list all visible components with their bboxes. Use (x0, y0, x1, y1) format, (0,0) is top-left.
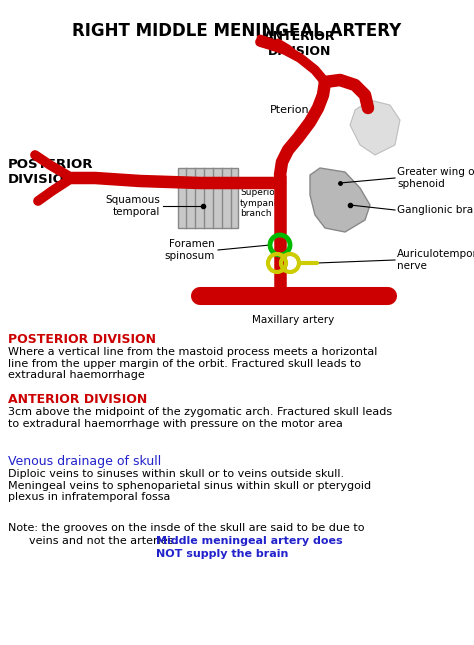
Text: ANTERIOR
DIVISION: ANTERIOR DIVISION (264, 30, 336, 58)
Text: Greater wing of
sphenoid: Greater wing of sphenoid (397, 167, 474, 189)
Text: Middle meningeal artery does: Middle meningeal artery does (156, 536, 343, 546)
Text: POSTERIOR DIVISION: POSTERIOR DIVISION (8, 333, 156, 346)
Text: Ganglionic branch: Ganglionic branch (397, 205, 474, 215)
Text: POSTERIOR
DIVISION: POSTERIOR DIVISION (8, 158, 93, 186)
Text: Where a vertical line from the mastoid process meets a horizontal
line from the : Where a vertical line from the mastoid p… (8, 347, 377, 380)
Text: Superior
tympanic
branch: Superior tympanic branch (240, 188, 283, 218)
Text: Pterion: Pterion (270, 105, 310, 115)
Text: ANTERIOR DIVISION: ANTERIOR DIVISION (8, 393, 147, 406)
Text: 3cm above the midpoint of the zygomatic arch. Fractured skull leads
to extradura: 3cm above the midpoint of the zygomatic … (8, 407, 392, 428)
Text: veins and not the arteries.: veins and not the arteries. (8, 536, 181, 546)
Text: Squamous
temporal: Squamous temporal (105, 195, 160, 217)
Text: Venous drainage of skull: Venous drainage of skull (8, 455, 161, 468)
Text: Maxillary artery: Maxillary artery (252, 315, 334, 325)
Text: Auriculotemporal
nerve: Auriculotemporal nerve (397, 249, 474, 271)
Text: Note: the grooves on the insde of the skull are said to be due to: Note: the grooves on the insde of the sk… (8, 523, 365, 533)
Polygon shape (350, 100, 400, 155)
Text: Diploic veins to sinuses within skull or to veins outside skull.
Meningeal veins: Diploic veins to sinuses within skull or… (8, 469, 371, 502)
Text: RIGHT MIDDLE MENINGEAL ARTERY: RIGHT MIDDLE MENINGEAL ARTERY (73, 22, 401, 40)
Text: Foramen
spinosum: Foramen spinosum (164, 239, 215, 261)
Polygon shape (310, 168, 370, 232)
Bar (178, 168, 238, 228)
Text: NOT supply the brain: NOT supply the brain (156, 549, 288, 559)
